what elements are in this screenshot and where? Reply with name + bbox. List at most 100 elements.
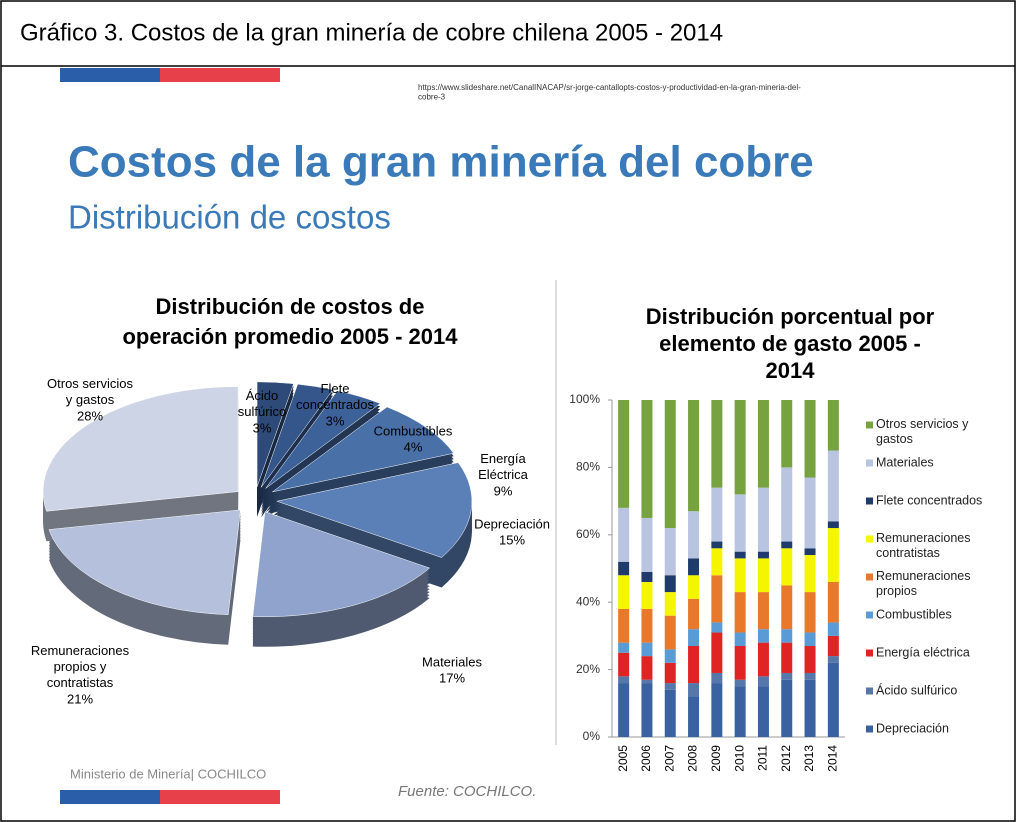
x-tick-label: 2005 bbox=[616, 745, 630, 772]
slice-label: Combustibles bbox=[374, 423, 453, 438]
bar-segment bbox=[618, 642, 630, 653]
bar-segment bbox=[781, 642, 793, 673]
pie-slice bbox=[256, 381, 294, 487]
legend-label: Materiales bbox=[876, 455, 934, 469]
bar-segment bbox=[664, 689, 676, 737]
bar-segment bbox=[641, 608, 653, 643]
bar-segment bbox=[711, 400, 723, 488]
y-tick-label: 60% bbox=[576, 527, 600, 541]
flag-blue bbox=[60, 68, 160, 82]
bar-segment bbox=[781, 541, 793, 549]
bar-segment bbox=[641, 679, 653, 684]
x-tick-label: 2007 bbox=[662, 745, 676, 772]
bar-segment bbox=[664, 592, 676, 616]
x-tick-label: 2006 bbox=[639, 745, 653, 772]
bar-segment bbox=[734, 646, 746, 680]
bar-segment bbox=[781, 672, 793, 680]
legend-label: Remuneraciones propios bbox=[876, 569, 971, 598]
slice-value-label: 4% bbox=[404, 439, 423, 454]
bar-segment bbox=[804, 632, 816, 647]
caption: Gráfico 3. Costos de la gran minería de … bbox=[20, 19, 723, 46]
bar-segment bbox=[827, 450, 839, 522]
slice-value-label: 3% bbox=[326, 413, 345, 428]
bar-segment bbox=[757, 592, 769, 630]
legend-marker bbox=[866, 649, 873, 657]
bar-segment bbox=[804, 672, 816, 680]
bar-segment bbox=[688, 511, 700, 559]
bar-segment bbox=[711, 575, 723, 623]
bar-segment bbox=[827, 581, 839, 623]
y-tick-label: 80% bbox=[576, 460, 600, 474]
slice-value-label: 21% bbox=[67, 691, 93, 706]
legend-marker bbox=[866, 725, 873, 733]
x-tick-label: 2009 bbox=[709, 745, 723, 772]
x-tick-label: 2013 bbox=[802, 745, 816, 772]
bar-segment bbox=[734, 686, 746, 737]
bar-segment bbox=[781, 679, 793, 737]
bar-segment bbox=[688, 683, 700, 697]
bar-segment bbox=[688, 575, 700, 599]
bar-segment bbox=[734, 494, 746, 552]
bar-segment bbox=[804, 477, 816, 549]
bar-segment bbox=[664, 528, 676, 576]
source-url: https://www.slideshare.net/CanalINACAP/s… bbox=[418, 83, 801, 102]
footer: Ministerio de Minería| COCHILCO bbox=[70, 766, 266, 781]
legend-marker bbox=[866, 421, 873, 429]
slice-label: Depreciación bbox=[474, 516, 550, 531]
legend-label: Depreciación bbox=[876, 721, 949, 735]
legend-label: Combustibles bbox=[876, 607, 952, 621]
bar-segment bbox=[711, 487, 723, 542]
flag-red bbox=[160, 790, 280, 804]
x-tick-label: 2012 bbox=[779, 745, 793, 772]
legend-label: Ácido sulfúrico bbox=[876, 682, 957, 697]
pie-slice bbox=[252, 511, 431, 618]
bar-segment bbox=[734, 551, 746, 559]
bar-segment bbox=[757, 629, 769, 643]
bar-segment bbox=[804, 592, 816, 633]
bar-segment bbox=[781, 400, 793, 468]
pie-slice bbox=[260, 383, 334, 488]
bar-segment bbox=[641, 581, 653, 609]
legend-label: Energía eléctrica bbox=[876, 645, 970, 659]
bar-segment bbox=[688, 400, 700, 512]
legend-label: Otros servicios y gastos bbox=[876, 417, 969, 446]
slice-value-label: 28% bbox=[77, 408, 103, 423]
pie-slice bbox=[42, 386, 239, 512]
bar-segment bbox=[827, 662, 839, 737]
y-tick-label: 0% bbox=[583, 729, 601, 743]
slice-label: Remuneraciones propios y contratistas bbox=[31, 643, 130, 690]
y-tick-label: 100% bbox=[569, 392, 600, 406]
legend-marker bbox=[866, 535, 873, 543]
slide-subtitle: Distribución de costos bbox=[68, 199, 391, 236]
bar-segment bbox=[757, 551, 769, 559]
bar-segment bbox=[734, 679, 746, 687]
bar-segment bbox=[618, 652, 630, 677]
slice-label: Energía Eléctrica bbox=[478, 451, 529, 482]
source: Fuente: COCHILCO. bbox=[398, 783, 536, 800]
slice-label: Materiales bbox=[422, 654, 482, 669]
pie-slice bbox=[272, 406, 455, 493]
slice-value-label: 3% bbox=[253, 420, 272, 435]
bar-segment bbox=[757, 487, 769, 552]
bar-segment bbox=[618, 676, 630, 684]
bar-segment bbox=[664, 683, 676, 690]
bar-segment bbox=[711, 632, 723, 673]
bar-segment bbox=[734, 592, 746, 633]
slice-value-label: 17% bbox=[439, 670, 465, 685]
bar-segment bbox=[781, 629, 793, 643]
bar-segment bbox=[757, 642, 769, 677]
flag-blue bbox=[60, 790, 160, 804]
bar-segment bbox=[827, 528, 839, 582]
bar-segment bbox=[618, 575, 630, 609]
x-tick-label: 2008 bbox=[686, 745, 700, 772]
bar-segment bbox=[804, 400, 816, 478]
bar-segment bbox=[664, 662, 676, 684]
bar-segment bbox=[711, 683, 723, 737]
bar-segment bbox=[688, 598, 700, 630]
bar-segment bbox=[711, 672, 723, 684]
bar-segment bbox=[757, 558, 769, 593]
bar-segment bbox=[664, 400, 676, 529]
bar-segment bbox=[827, 521, 839, 529]
x-tick-label: 2011 bbox=[756, 745, 770, 771]
